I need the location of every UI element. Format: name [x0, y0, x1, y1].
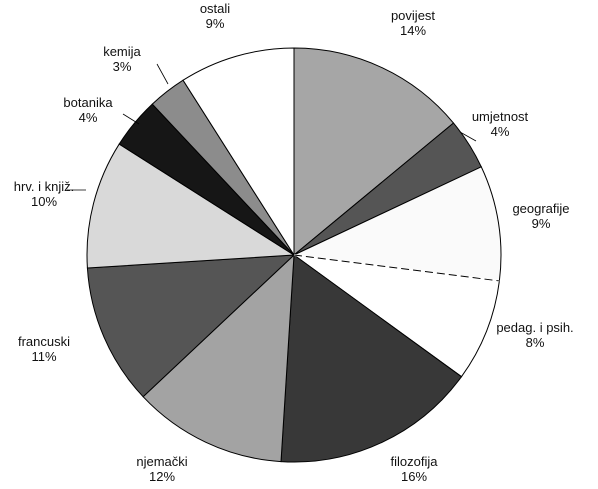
- slice-label-percent: 10%: [31, 194, 57, 209]
- slice-label-hrv-i-knjiz: hrv. i knjiž. 10%: [14, 179, 74, 209]
- slice-label-name: botanika: [63, 95, 113, 110]
- slice-label-percent: 9%: [206, 16, 225, 31]
- slice-label-pedag-i-psih: pedag. i psih. 8%: [496, 320, 573, 350]
- slice-label-percent: 14%: [400, 23, 426, 38]
- slice-label-povijest: povijest 14%: [391, 8, 435, 38]
- slice-label-name: povijest: [391, 8, 435, 23]
- pie-slice-francuski: [86, 254, 296, 398]
- slice-label-percent: 8%: [526, 335, 545, 350]
- pie-slice-povijest: [293, 47, 455, 257]
- pie-slices: [86, 47, 502, 463]
- slice-label-name: francuski: [18, 334, 70, 349]
- slice-label-francuski: francuski 11%: [18, 334, 70, 364]
- slice-label-umjetnost: umjetnost 4%: [472, 109, 529, 139]
- slice-label-percent: 16%: [401, 469, 427, 484]
- pie-slice-geografije: [292, 166, 502, 282]
- slice-label-name: geografije: [512, 201, 569, 216]
- slice-label-name: pedag. i psih.: [496, 320, 573, 335]
- pie-slice-ostali: [182, 47, 295, 257]
- leader-line-umjetnost: [459, 131, 477, 142]
- slice-label-percent: 11%: [31, 349, 56, 364]
- slice-label-njemacki: njemački 12%: [136, 454, 187, 484]
- slice-label-percent: 9%: [532, 216, 551, 231]
- slice-label-percent: 3%: [113, 59, 132, 74]
- slice-label-filozofija: filozofija 16%: [391, 454, 439, 484]
- slice-label-name: ostali: [200, 1, 230, 16]
- slice-label-percent: 4%: [79, 110, 98, 125]
- slice-label-name: kemija: [103, 44, 141, 59]
- slice-labels: povijest 14%umjetnost 4%geografije 9%pedag.…: [14, 1, 574, 484]
- slice-label-geografije: geografije 9%: [512, 201, 569, 231]
- pie-slice-filozofija: [280, 254, 463, 463]
- slice-divider-dashed: [293, 254, 500, 282]
- slice-label-ostali: ostali 9%: [200, 1, 230, 31]
- leader-line-kemija: [156, 63, 169, 85]
- pie-slice-njemacki: [142, 253, 295, 463]
- slice-label-name: umjetnost: [472, 109, 529, 124]
- slice-label-name: filozofija: [391, 454, 439, 469]
- slice-label-percent: 12%: [149, 469, 175, 484]
- leader-line-botanika: [122, 113, 140, 125]
- leader-lines: [67, 63, 477, 191]
- pie-slice-pedag-i-psih: [293, 254, 500, 378]
- slice-label-botanika: botanika 4%: [63, 95, 113, 125]
- slice-label-percent: 4%: [491, 124, 510, 139]
- pie-slice-hrv-i-knjiz: [86, 143, 296, 269]
- slice-label-name: njemački: [136, 454, 187, 469]
- slice-label-name: hrv. i knjiž.: [14, 179, 74, 194]
- slice-label-kemija: kemija 3%: [103, 44, 141, 74]
